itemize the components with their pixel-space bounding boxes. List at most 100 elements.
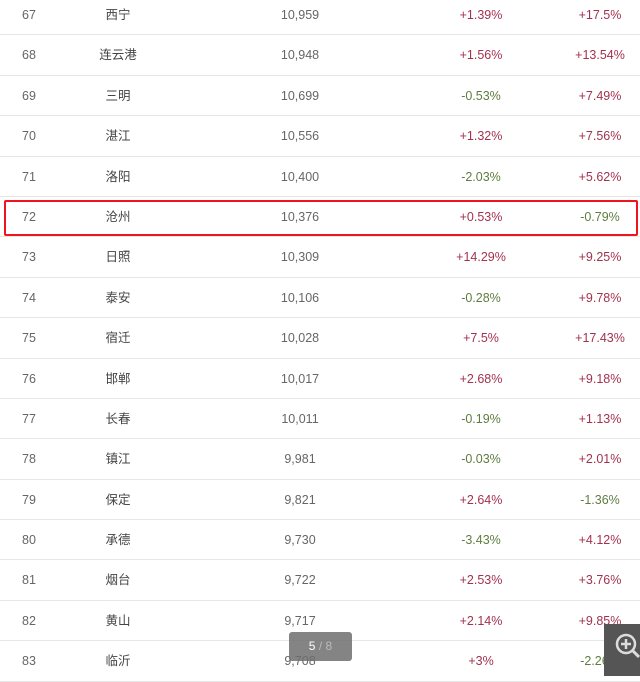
table-row: 79 保定 9,821 +2.64% -1.36% bbox=[0, 480, 640, 521]
change1-cell: -0.03% bbox=[461, 452, 501, 467]
table-row: 77 长春 10,011 -0.19% +1.13% bbox=[0, 399, 640, 440]
city-cell: 日照 bbox=[105, 250, 131, 265]
city-cell: 邯郸 bbox=[105, 371, 131, 386]
change2-cell: +3.76% bbox=[578, 573, 622, 588]
current-page: 5 bbox=[308, 639, 316, 653]
city-cell: 黄山 bbox=[105, 613, 131, 628]
change1-cell: +2.14% bbox=[459, 613, 503, 628]
value-cell: 9,821 bbox=[284, 492, 316, 507]
table-row: 73 日照 10,309 +14.29% +9.25% bbox=[0, 237, 640, 278]
rank-cell: 72 bbox=[22, 209, 36, 224]
rank-cell: 77 bbox=[22, 411, 36, 426]
city-cell: 镇江 bbox=[105, 452, 131, 467]
value-cell: 10,309 bbox=[280, 250, 320, 265]
change1-cell: +3% bbox=[468, 654, 494, 669]
rank-cell: 78 bbox=[22, 452, 36, 467]
page-indicator: 5 / 8 bbox=[289, 632, 352, 661]
table-row: 69 三明 10,699 -0.53% +7.49% bbox=[0, 76, 640, 117]
rank-cell: 81 bbox=[22, 573, 36, 588]
table-row: 81 烟台 9,722 +2.53% +3.76% bbox=[0, 560, 640, 601]
city-cell: 泰安 bbox=[105, 290, 131, 305]
rank-cell: 71 bbox=[22, 169, 36, 184]
table-row: 80 承德 9,730 -3.43% +4.12% bbox=[0, 520, 640, 561]
change1-cell: -0.28% bbox=[461, 290, 501, 305]
city-cell: 洛阳 bbox=[105, 169, 131, 184]
change2-cell: +17.43% bbox=[575, 331, 625, 346]
rank-cell: 80 bbox=[22, 533, 36, 548]
table-row: 71 洛阳 10,400 -2.03% +5.62% bbox=[0, 157, 640, 197]
table-row: 74 泰安 10,106 -0.28% +9.78% bbox=[0, 278, 640, 319]
zoom-in-icon bbox=[615, 633, 640, 659]
table-row: 78 镇江 9,981 -0.03% +2.01% bbox=[0, 439, 640, 480]
change1-cell: -0.19% bbox=[461, 411, 501, 426]
value-cell: 10,011 bbox=[281, 411, 319, 426]
table-row: 76 邯郸 10,017 +2.68% +9.18% bbox=[0, 359, 640, 399]
value-cell: 9,722 bbox=[284, 573, 316, 588]
value-cell: 10,556 bbox=[280, 129, 320, 144]
table-row-highlighted: 72 沧州 10,376 +0.53% -0.79% bbox=[0, 197, 640, 238]
zoom-button[interactable] bbox=[604, 624, 640, 676]
page-separator: / bbox=[315, 639, 326, 653]
change1-cell: +1.32% bbox=[459, 129, 503, 144]
change2-cell: +5.62% bbox=[578, 169, 622, 184]
table-row: 68 连云港 10,948 +1.56% +13.54% bbox=[0, 35, 640, 76]
change1-cell: -0.53% bbox=[461, 88, 501, 103]
rank-cell: 82 bbox=[22, 613, 36, 628]
change2-cell: +13.54% bbox=[575, 48, 625, 63]
rank-cell: 67 bbox=[22, 8, 36, 22]
city-cell: 承德 bbox=[105, 533, 131, 548]
city-cell: 烟台 bbox=[105, 573, 131, 588]
change2-cell: +9.25% bbox=[578, 250, 622, 265]
change1-cell: -3.43% bbox=[461, 533, 501, 548]
change1-cell: -2.03% bbox=[461, 169, 501, 184]
value-cell: 10,106 bbox=[280, 290, 320, 305]
value-cell: 10,028 bbox=[280, 331, 320, 346]
city-cell: 宿迁 bbox=[105, 331, 131, 346]
change1-cell: +1.39% bbox=[459, 8, 503, 22]
city-cell: 三明 bbox=[105, 88, 131, 103]
value-cell: 9,730 bbox=[284, 533, 316, 548]
value-cell: 10,948 bbox=[280, 48, 320, 63]
change2-cell: +9.78% bbox=[578, 290, 622, 305]
city-cell: 连云港 bbox=[99, 48, 137, 63]
rank-cell: 79 bbox=[22, 492, 36, 507]
value-cell: 10,959 bbox=[280, 8, 320, 22]
change2-cell: +1.13% bbox=[578, 411, 622, 426]
city-cell: 长春 bbox=[105, 411, 131, 426]
value-cell: 9,981 bbox=[284, 452, 316, 467]
value-cell: 10,017 bbox=[280, 371, 320, 386]
change2-cell: +2.01% bbox=[578, 452, 622, 467]
rank-cell: 74 bbox=[22, 290, 36, 305]
value-cell: 9,717 bbox=[284, 613, 316, 628]
change2-cell: +7.56% bbox=[578, 129, 622, 144]
change1-cell: +1.56% bbox=[459, 48, 503, 63]
change2-cell: +9.18% bbox=[578, 371, 622, 386]
city-cell: 沧州 bbox=[105, 209, 131, 224]
city-cell: 湛江 bbox=[105, 129, 131, 144]
rank-cell: 69 bbox=[22, 88, 36, 103]
rank-cell: 83 bbox=[22, 654, 36, 669]
change1-cell: +2.64% bbox=[459, 492, 503, 507]
value-cell: 10,699 bbox=[280, 88, 320, 103]
change2-cell: -0.79% bbox=[580, 209, 620, 224]
rank-cell: 73 bbox=[22, 250, 36, 265]
change2-cell: +4.12% bbox=[578, 533, 622, 548]
city-cell: 临沂 bbox=[105, 654, 131, 669]
change2-cell: +17.5% bbox=[578, 8, 622, 22]
rank-cell: 68 bbox=[22, 48, 36, 63]
table-row: 67 西宁 10,959 +1.39% +17.5% bbox=[0, 0, 640, 36]
rank-cell: 70 bbox=[22, 129, 36, 144]
rank-cell: 75 bbox=[22, 331, 36, 346]
change2-cell: +7.49% bbox=[578, 88, 622, 103]
change1-cell: +2.68% bbox=[459, 371, 503, 386]
city-cell: 西宁 bbox=[105, 8, 131, 22]
change1-cell: +14.29% bbox=[456, 250, 506, 265]
change1-cell: +2.53% bbox=[459, 573, 503, 588]
value-cell: 10,376 bbox=[280, 209, 320, 224]
rank-cell: 76 bbox=[22, 371, 36, 386]
table-row: 70 湛江 10,556 +1.32% +7.56% bbox=[0, 116, 640, 157]
change1-cell: +0.53% bbox=[459, 209, 503, 224]
value-cell: 10,400 bbox=[280, 169, 320, 184]
city-cell: 保定 bbox=[105, 492, 131, 507]
